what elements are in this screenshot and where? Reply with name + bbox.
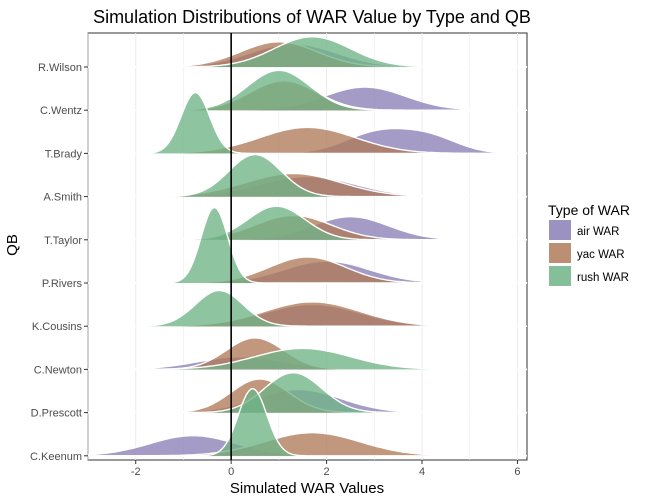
y-tick-label-r-wilson: R.Wilson: [38, 62, 82, 74]
ridge-outline-d-prescott-rush-war: [88, 371, 527, 414]
ridge-outline-c-newton-rush-war: [88, 347, 527, 371]
ridge-outline-p-rivers-rush-war: [88, 206, 527, 284]
y-tick-label-d-prescott: D.Prescott: [31, 408, 82, 420]
ridge-a-smith-yac-war: [88, 173, 527, 197]
legend-item-yac-war: yac WAR: [549, 243, 625, 263]
ridge-outline-c-keenum-rush-war: [88, 388, 527, 457]
y-axis-label: QB: [4, 234, 21, 256]
legend-swatch-rush-war: [549, 266, 571, 286]
ridge-outline-r-wilson-rush-war: [88, 36, 527, 68]
legend-label-rush-war: rush WAR: [577, 272, 629, 284]
x-tick-label: 4: [419, 466, 425, 478]
x-axis-label: Simulated WAR Values: [230, 480, 384, 497]
ridge-c-keenum-air-war: [88, 435, 527, 456]
ridge-p-rivers-yac-war: [88, 257, 527, 283]
chart-title: Simulation Distributions of WAR Value by…: [93, 7, 531, 27]
ridge-c-newton-rush-war: [88, 348, 527, 370]
x-axis: -2 0 2 4 6: [131, 460, 521, 478]
ridge-outline-t-brady-rush-war: [88, 91, 527, 155]
ridge-d-prescott-rush-war: [88, 372, 527, 413]
ridge-outline-t-taylor-rush-war: [88, 205, 527, 241]
y-tick-label-a-smith: A.Smith: [43, 192, 82, 204]
ridge-c-keenum-yac-war: [88, 432, 527, 456]
ridge-t-taylor-rush-war: [88, 206, 527, 240]
ridge-c-wentz-rush-war: [88, 70, 527, 111]
legend-label-yac-war: yac WAR: [577, 249, 625, 261]
ridge-outline-c-wentz-rush-war: [88, 69, 527, 111]
x-tick-label: -2: [131, 466, 141, 478]
ridge-p-rivers-rush-war: [88, 207, 527, 283]
ridge-k-cousins-yac-war: [88, 301, 527, 327]
y-tick-label-c-wentz: C.Wentz: [40, 105, 82, 117]
plot-area: [87, 32, 528, 461]
legend-swatch-air-war: [549, 220, 571, 240]
legend-item-air-war: air WAR: [549, 220, 619, 240]
legend-item-rush-war: rush WAR: [549, 266, 629, 286]
y-tick-label-t-taylor: T.Taylor: [44, 235, 82, 247]
legend-swatch-yac-war: [549, 243, 571, 263]
ridge-t-brady-air-war: [88, 128, 527, 154]
y-tick-label-p-rivers: P.Rivers: [42, 278, 83, 290]
legend: Type of WAR air WAR yac WAR rush WAR: [548, 202, 630, 286]
x-tick-label: 2: [324, 466, 330, 478]
ridge-c-wentz-air-war: [88, 87, 527, 111]
x-tick-label: 0: [228, 466, 234, 478]
legend-label-air-war: air WAR: [577, 226, 619, 238]
y-axis: R.Wilson C.Wentz T.Brady A.Smith T.Taylor P.R…: [30, 62, 88, 463]
y-tick-label-k-cousins: K.Cousins: [32, 321, 83, 333]
ridge-outline-a-smith-rush-war: [88, 153, 527, 198]
ridge-r-wilson-rush-war: [88, 36, 527, 67]
y-tick-label-c-newton: C.Newton: [34, 364, 82, 376]
y-tick-label-t-brady: T.Brady: [45, 148, 83, 160]
legend-title: Type of WAR: [548, 202, 630, 218]
ridge-t-brady-rush-war: [88, 92, 527, 154]
y-tick-label-c-keenum: C.Keenum: [30, 451, 82, 463]
x-tick-label: 6: [514, 466, 520, 478]
ridge-k-cousins-rush-war: [88, 290, 527, 327]
ridge-t-brady-yac-war: [88, 127, 527, 154]
ridge-outline-k-cousins-rush-war: [88, 289, 527, 327]
